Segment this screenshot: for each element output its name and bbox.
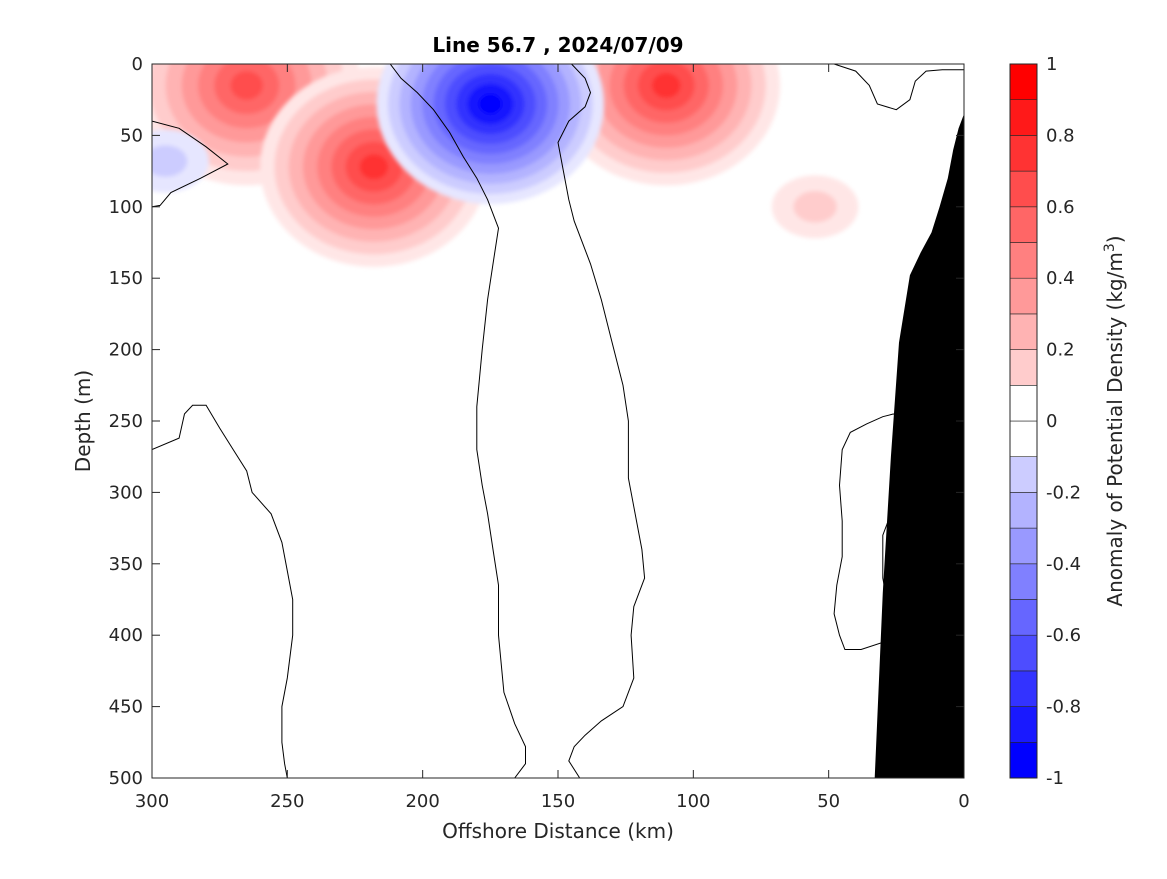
y-tick-label: 100 [109,197,143,218]
x-tick-label: 200 [405,791,439,812]
anomaly-contour-band [152,145,188,177]
x-tick-label: 50 [817,791,840,812]
colorbar-segment [1009,170,1038,208]
colorbar-segment [1009,527,1038,565]
colorbar-title: Anomaly of Potential Density (kg/m3) [1102,235,1127,606]
colorbar-tick-label: 0.2 [1046,340,1075,361]
anomaly-contour-band [478,93,502,114]
zero-contour-line [833,64,964,111]
seafloor-group [874,114,964,778]
colorbar-segment [1009,63,1038,101]
colorbar-segment [1009,634,1038,672]
colorbar-segment [1009,135,1038,172]
seafloor-mask [874,114,964,778]
colorbar-tick-label: -0.2 [1046,482,1081,503]
anomaly-feature [376,64,604,204]
colorbar-segment [1009,741,1038,779]
colorbar-tick-label: -0.8 [1046,697,1081,718]
colorbar-title-main: Anomaly of Potential Density (kg/m [1103,252,1127,606]
colorbar-segment [1009,670,1038,707]
colorbar-tick-label: 0.6 [1046,197,1075,218]
anomaly-feature [771,175,859,239]
y-tick-label: 50 [120,125,143,146]
colorbar-tick-label: 0 [1046,411,1057,432]
colorbar-tick-label: -1 [1046,768,1064,789]
colorbar-segment [1009,492,1038,529]
colorbar-tick-label: 0.4 [1046,268,1075,289]
x-tick-label: 250 [270,791,304,812]
y-axis: 0 50 100 150 200 250 300 350 400 450 500 [109,54,964,789]
x-axis: 300 250 200 150 100 50 0 [135,64,970,812]
anomaly-contour-band [230,71,263,100]
colorbar-title-superscript: 3 [1102,243,1118,252]
x-tick-label: 100 [676,791,710,812]
colorbar-segment [1009,706,1038,743]
y-axis-title: Depth (m) [71,370,95,472]
colorbar-segment [1009,99,1038,136]
x-tick-label: 0 [958,791,969,812]
colorbar-segment [1009,313,1038,350]
x-tick-label: 300 [135,791,169,812]
y-tick-label: 0 [132,54,143,75]
colorbar-tick-label: -0.4 [1046,554,1081,575]
y-tick-label: 200 [109,340,143,361]
anomaly-contour-band [793,191,837,223]
colorbar-title-end: ) [1103,235,1127,243]
colorbar-segment [1009,206,1038,243]
colorbar-tick-label: 1 [1046,54,1057,75]
y-tick-label: 250 [109,411,143,432]
colorbar-segment [1009,349,1038,386]
zero-contour-line [557,64,646,778]
anomaly-feature [152,129,209,193]
y-tick-label: 300 [109,482,143,503]
zero-contour-line [152,120,229,208]
zero-contour-line [389,64,526,778]
anomaly-contour-band [652,72,681,98]
anomaly-feature [260,66,488,267]
chart-title: Line 56.7 , 2024/07/09 [432,33,683,57]
y-tick-label: 450 [109,697,143,718]
colorbar-segment [1009,563,1038,600]
colorbar: -1 -0.8 -0.6 -0.4 -0.2 0 0.2 0.4 0.6 0.8 1 [1009,54,1081,789]
y-tick-label: 500 [109,768,143,789]
y-tick-label: 400 [109,625,143,646]
colorbar-segment [1009,420,1038,458]
anomaly-contour-band [359,154,389,180]
y-tick-label: 350 [109,554,143,575]
zero-contour-line [152,404,294,778]
colorbar-segment [1009,456,1038,493]
colorbar-segment [1009,242,1038,279]
colorbar-tick-label: 0.8 [1046,125,1075,146]
colorbar-tick-label: -0.6 [1046,625,1081,646]
x-tick-label: 150 [541,791,575,812]
anomaly-feature [552,64,780,186]
anomaly-field [152,64,859,267]
colorbar-segment [1009,384,1038,422]
colorbar-segment [1009,599,1038,636]
x-axis-title: Offshore Distance (km) [442,819,674,843]
colorbar-segment [1009,277,1038,315]
colorbar-frame [1009,63,1038,779]
y-tick-label: 150 [109,268,143,289]
